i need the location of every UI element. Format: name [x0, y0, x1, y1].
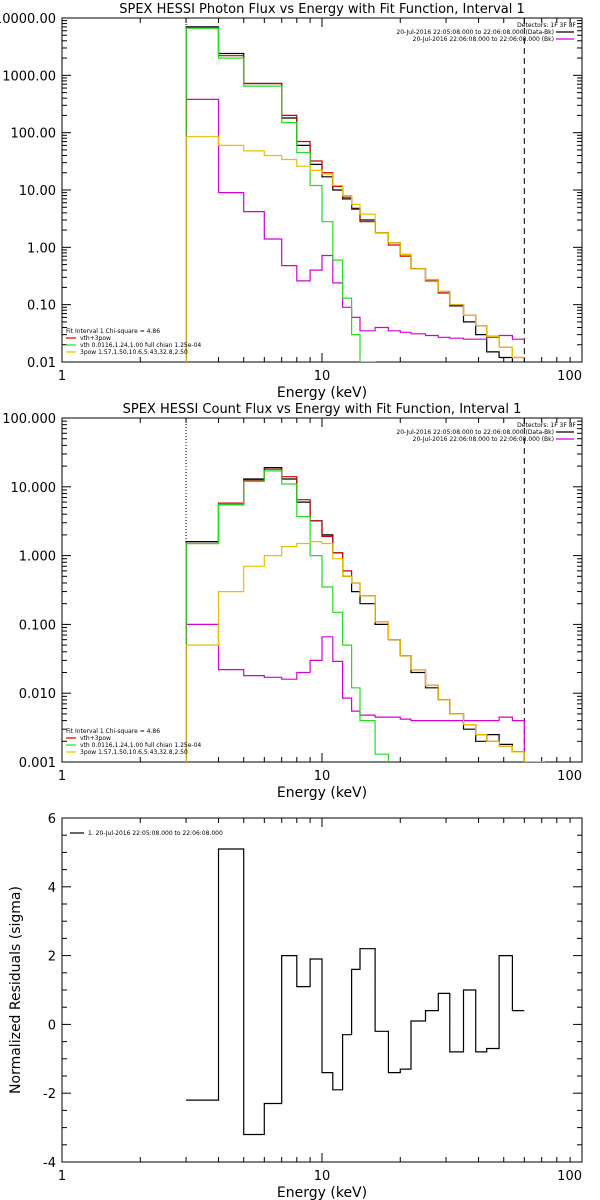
series-line-4 [185, 470, 389, 762]
series-line-5 [185, 541, 545, 762]
legend-top-left: 1. 20-Jul-2016 22:05:08.000 to 22:06:08.… [70, 830, 223, 837]
legend-entry: 1. 20-Jul-2016 22:05:08.000 to 22:06:08.… [88, 830, 223, 837]
legend-bottom-left: Fit Interval 1 Chi-square = 4.86vth+3pow… [66, 328, 201, 356]
legend-entry: vth+3pow [80, 735, 111, 742]
legend-bottom-left: Fit Interval 1 Chi-square = 4.86vth+3pow… [66, 728, 201, 756]
data-layer [186, 848, 525, 1136]
chart-panel-3: 1 10 100 Energy (keV) -4 -2 0 2 4 6 Normalized Res… [8, 812, 583, 1200]
x-axis: 1 10 100 Energy (keV) [58, 18, 582, 401]
series-line-1 [185, 467, 525, 762]
y-axis: 0.01 0.10 1.00 10.00 100.00 1000.00 10000.00 [0, 12, 582, 371]
legend-entry: 20-Jul-2016 22:06:08.000 to 22:06:08.000… [413, 36, 554, 43]
y-axis: 0.001 0.010 0.100 1.000 10.000 100.000 [2, 412, 582, 771]
legend-entry: 20-Jul-2016 22:05:08.000 to 22:06:08.000… [396, 429, 554, 436]
legend-entry: 3pow 1.57,1.50,10.6,5.43,32.8,2.50 [80, 349, 188, 356]
y-tick-label: 6 [48, 812, 56, 827]
chart-panel-2: SPEX HESSI Count Flux vs Energy with Fit… [2, 402, 583, 801]
y-tick-label: 10.000 [11, 481, 57, 496]
series-line-4 [185, 27, 376, 362]
chart-panel-1: SPEX HESSI Photon Flux vs Energy with Fi… [0, 2, 583, 401]
x-axis: 1 10 100 Energy (keV) [58, 818, 582, 1200]
y-tick-label: 2 [48, 950, 56, 965]
legend-entry: vth 0.0116,1.24,1.00 full chian 1.25e-04 [80, 342, 201, 349]
series-line-5 [185, 136, 525, 362]
series-line-3 [185, 468, 545, 762]
x-tick-label: 10 [314, 1169, 331, 1184]
y-tick-label: 0.100 [19, 618, 56, 633]
y-tick-label: 100.000 [2, 412, 56, 427]
y-tick-label: 1.00 [27, 241, 56, 256]
y-tick-label: 1.000 [19, 550, 56, 565]
x-tick-label: 1 [58, 369, 66, 384]
y-tick-label: 0.010 [19, 687, 56, 702]
chart-title: SPEX HESSI Count Flux vs Energy with Fit… [123, 402, 522, 417]
x-tick-label: 10 [314, 769, 331, 784]
y-tick-label: 10000.00 [0, 12, 56, 27]
series-line-3 [185, 27, 525, 362]
x-tick-label: 100 [557, 1169, 582, 1184]
data-layer [185, 467, 545, 762]
x-tick-label: 100 [557, 369, 582, 384]
legend-entry: 20-Jul-2016 22:05:08.000 to 22:06:08.000… [396, 29, 554, 36]
y-tick-label: 4 [48, 881, 56, 896]
y-tick-label: 0.10 [27, 299, 56, 314]
x-axis-label: Energy (keV) [277, 385, 367, 401]
x-axis-label: Energy (keV) [277, 1185, 367, 1200]
legend-header: Detectors: 1F 3F 8F [517, 22, 576, 29]
x-tick-label: 1 [58, 1169, 66, 1184]
series-line-2 [185, 98, 525, 362]
x-axis: 1 10 100 Energy (keV) [58, 418, 582, 801]
data-layer [185, 26, 525, 362]
legend-entry: 20-Jul-2016 22:06:08.000 to 22:06:08.000… [413, 436, 554, 443]
y-tick-label: -2 [43, 1087, 56, 1102]
x-tick-label: 1 [58, 769, 66, 784]
legend-entry: 3pow 1.57,1.50,10.6,5.43,32.8,2.50 [80, 749, 188, 756]
legend-entry: vth+3pow [80, 335, 111, 342]
y-axis: -4 -2 0 2 4 6 Normalized Residuals (sigma) [8, 812, 582, 1171]
y-tick-label: -4 [43, 1156, 56, 1171]
x-axis-label: Energy (keV) [277, 785, 367, 801]
plot-frame [61, 417, 583, 763]
y-tick-label: 0.001 [19, 756, 56, 771]
series-line-1 [186, 848, 525, 1136]
y-tick-label: 1000.00 [2, 69, 56, 84]
y-tick-label: 0 [48, 1018, 56, 1033]
legend-entry: vth 0.0116,1.24,1.00 full chian 1.25e-04 [80, 742, 201, 749]
series-line-2 [185, 623, 525, 762]
legend-header: Detectors: 1F 3F 8F [517, 422, 576, 429]
x-tick-label: 10 [314, 369, 331, 384]
x-tick-label: 100 [557, 769, 582, 784]
y-tick-label: 100.00 [11, 127, 57, 142]
legend-header: Fit Interval 1 Chi-square = 4.86 [66, 328, 160, 335]
chart-title: SPEX HESSI Photon Flux vs Energy with Fi… [119, 2, 525, 17]
y-tick-label: 0.01 [27, 356, 56, 371]
y-axis-label: Normalized Residuals (sigma) [8, 886, 24, 1094]
legend-header: Fit Interval 1 Chi-square = 4.86 [66, 728, 160, 735]
y-tick-label: 10.00 [19, 184, 56, 199]
